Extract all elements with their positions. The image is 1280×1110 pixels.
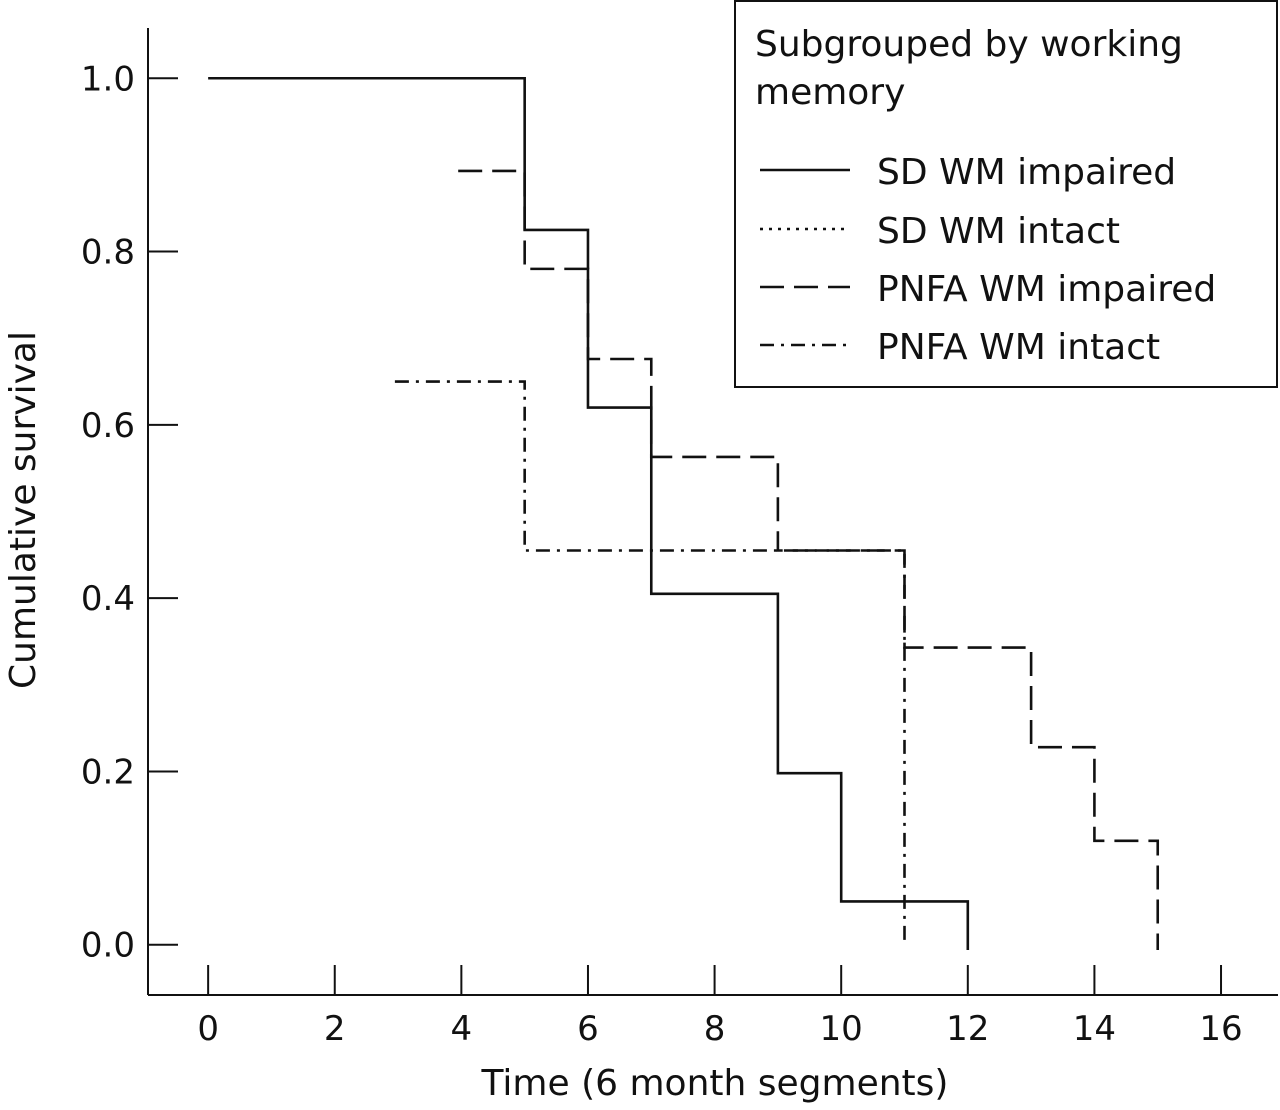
y-tick-label: 0.6 bbox=[81, 406, 135, 446]
x-tick-label: 16 bbox=[1199, 1009, 1242, 1049]
legend-title-line-1: Subgrouped by working bbox=[755, 24, 1183, 65]
x-tick-label: 12 bbox=[946, 1009, 989, 1049]
legend-box bbox=[734, 0, 1278, 388]
x-tick-label: 8 bbox=[704, 1009, 726, 1049]
series-line-pnfa-wm-intact bbox=[394, 380, 906, 945]
legend-label-pnfa-wm-intact: PNFA WM intact bbox=[877, 327, 1160, 368]
series-layer bbox=[208, 76, 1160, 950]
y-tick-label: 0.0 bbox=[81, 926, 135, 966]
legend-label-sd-wm-impaired: SD WM impaired bbox=[877, 152, 1176, 193]
x-tick-label: 10 bbox=[820, 1009, 863, 1049]
x-axis-label: Time (6 month segments) bbox=[481, 1063, 949, 1104]
x-tick-label: 2 bbox=[324, 1009, 346, 1049]
y-tick-label: 0.8 bbox=[81, 233, 135, 273]
x-axis: 0 2 4 6 8 10 12 14 16 Time (6 month segments) bbox=[148, 965, 1278, 1104]
x-tick-label: 4 bbox=[451, 1009, 473, 1049]
legend-label-pnfa-wm-impaired: PNFA WM impaired bbox=[877, 269, 1216, 310]
legend-label-sd-wm-intact: SD WM intact bbox=[877, 211, 1120, 252]
y-tick-label: 0.4 bbox=[81, 579, 135, 619]
x-tick-label: 14 bbox=[1073, 1009, 1116, 1049]
series-line-pnfa-wm-impaired bbox=[458, 169, 1160, 950]
legend: Subgrouped by working memory SD WM impai… bbox=[734, 0, 1278, 388]
y-ticks: 0.0 0.2 0.4 0.6 0.8 1.0 bbox=[81, 59, 178, 966]
x-tick-label: 6 bbox=[577, 1009, 599, 1049]
y-tick-label: 0.2 bbox=[81, 752, 135, 792]
y-axis: 0.0 0.2 0.4 0.6 0.8 1.0 Cumulative survival bbox=[3, 28, 178, 995]
legend-title-line-2: memory bbox=[755, 72, 905, 113]
y-axis-label: Cumulative survival bbox=[3, 331, 44, 689]
x-tick-label: 0 bbox=[197, 1009, 219, 1049]
x-ticks: 0 2 4 6 8 10 12 14 16 bbox=[197, 965, 1243, 1049]
y-tick-label: 1.0 bbox=[81, 59, 135, 99]
